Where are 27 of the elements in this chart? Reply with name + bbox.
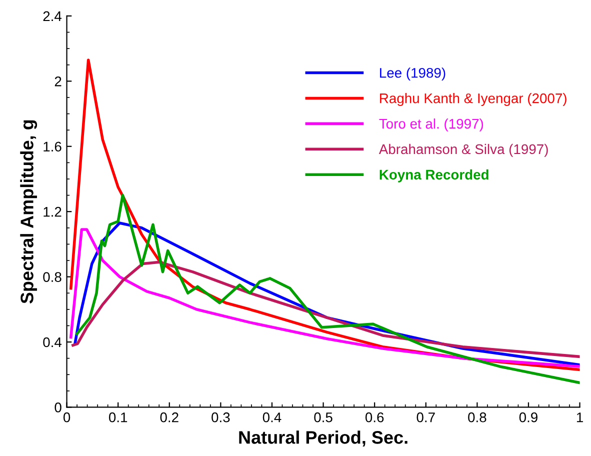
x-tick-label: 0.9 bbox=[519, 412, 538, 422]
x-tick-label: 0.1 bbox=[108, 412, 128, 422]
y-tick-label: 2 bbox=[54, 76, 62, 86]
y-tick-label: 1.6 bbox=[44, 142, 62, 152]
x-tick-label: 0.2 bbox=[160, 412, 178, 422]
y-axis-title: Spectral Amplitude, g bbox=[20, 120, 38, 304]
x-tick-label: 0.8 bbox=[468, 412, 486, 422]
x-tick-label: 0 bbox=[63, 412, 70, 422]
y-tick-label: 1.2 bbox=[44, 206, 62, 217]
x-tick-label: 0.3 bbox=[212, 412, 230, 422]
legend-label: Abrahamson & Silva (1997) bbox=[378, 144, 548, 157]
x-axis-title: Natural Period, Sec. bbox=[239, 430, 408, 446]
y-tick-label: 2.4 bbox=[43, 11, 62, 21]
legend-label: Lee (1989) bbox=[380, 68, 446, 81]
legend-label: Toro et al. (1997) bbox=[379, 118, 484, 132]
y-tick-label: 0.8 bbox=[43, 272, 62, 282]
x-tick-label: 0.4 bbox=[262, 412, 282, 422]
x-tick-label: 0.5 bbox=[314, 412, 332, 422]
y-tick-label: 0 bbox=[54, 402, 62, 412]
legend-label: Koyna Recorded bbox=[380, 169, 488, 182]
x-tick-label: 1 bbox=[576, 412, 583, 422]
legend-label: Raghu Kanth & Iyengar (2007) bbox=[380, 93, 566, 106]
line-series bbox=[72, 260, 580, 358]
x-tick-label: 0.6 bbox=[365, 412, 384, 422]
y-tick-label: 0.4 bbox=[43, 337, 62, 348]
line-series bbox=[76, 194, 580, 384]
x-tick-label: 0.7 bbox=[416, 412, 435, 422]
